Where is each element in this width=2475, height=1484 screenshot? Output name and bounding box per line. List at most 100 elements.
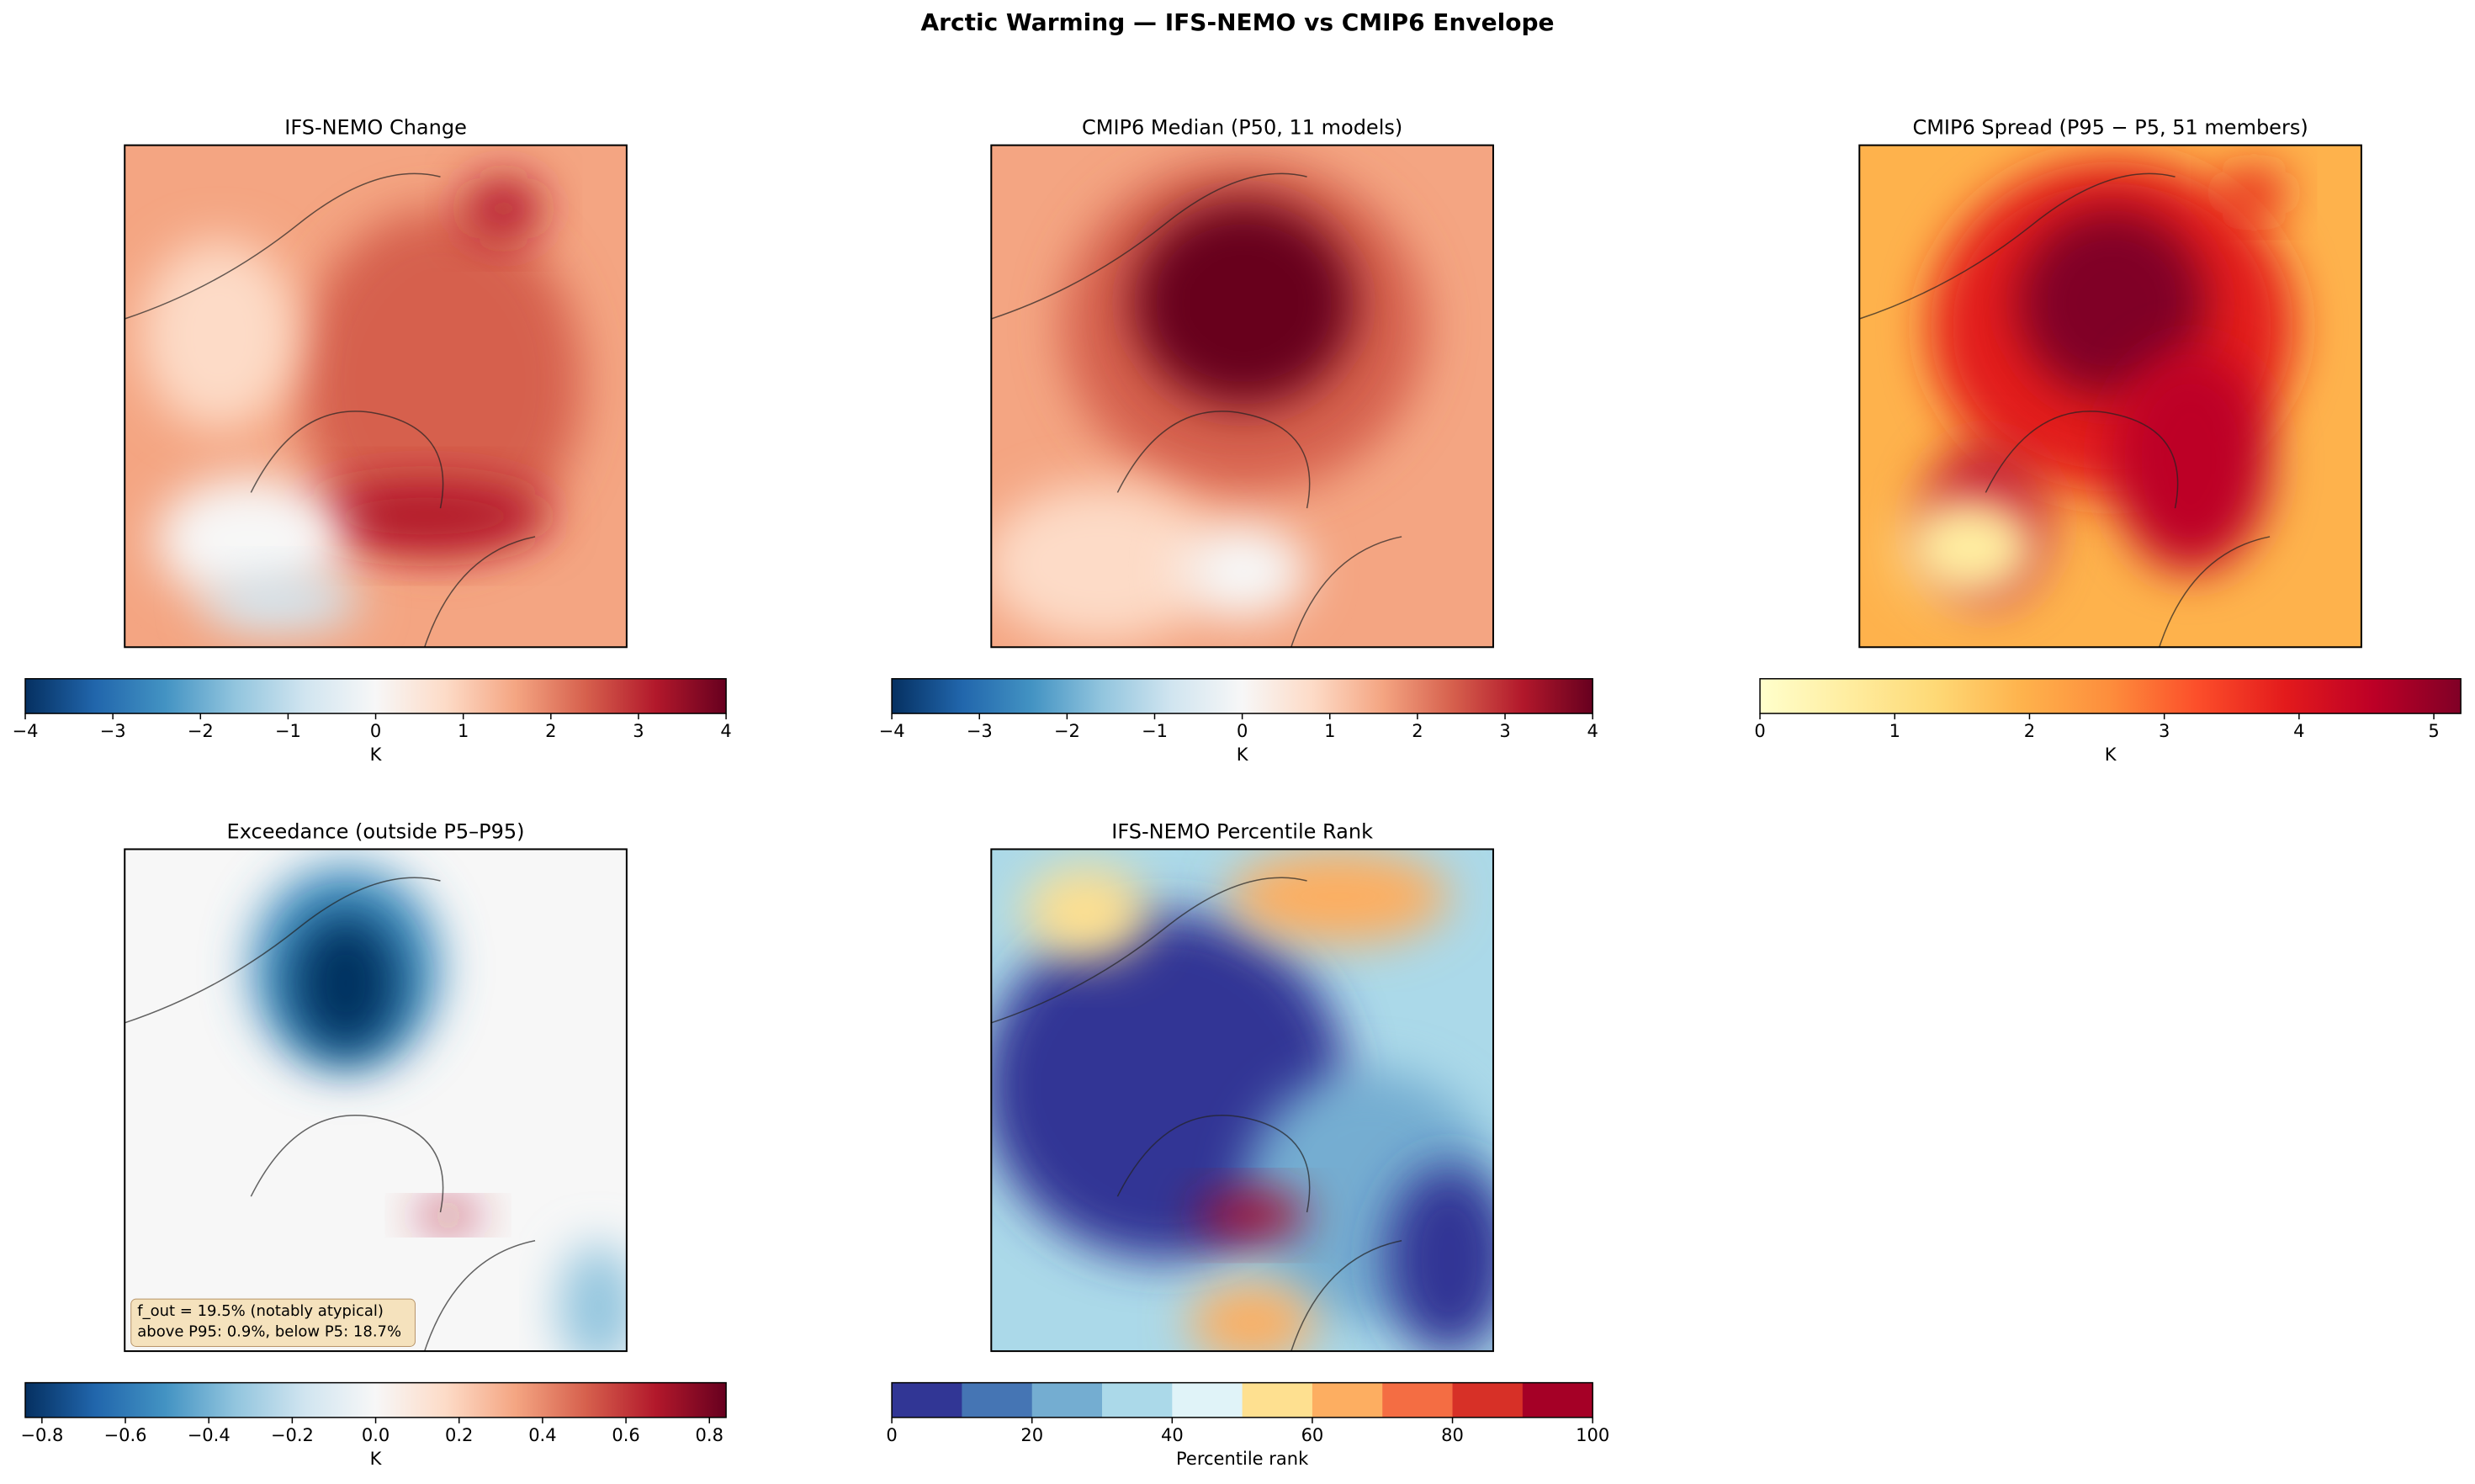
colorbar-tick-label: 0 bbox=[886, 1425, 897, 1445]
colorbar bbox=[25, 1382, 727, 1418]
colorbar bbox=[25, 678, 727, 714]
map-field bbox=[1188, 1283, 1315, 1352]
coastline bbox=[991, 172, 1402, 648]
map-field bbox=[1133, 200, 1354, 406]
figure-title: Arctic Warming — IFS-NEMO vs CMIP6 Envel… bbox=[921, 8, 1555, 36]
map-field bbox=[559, 1243, 627, 1352]
colorbar-frame bbox=[891, 1381, 1593, 1418]
map-field bbox=[464, 177, 543, 241]
colorbar bbox=[892, 678, 1593, 714]
map bbox=[125, 849, 627, 1352]
coastline bbox=[125, 172, 536, 648]
annotation-box bbox=[130, 1298, 416, 1347]
colorbar-bin bbox=[1382, 1382, 1454, 1418]
map-field bbox=[298, 481, 551, 551]
colorbar-tick-label: 0.0 bbox=[362, 1425, 390, 1445]
map-field bbox=[2222, 168, 2286, 217]
colorbar bbox=[1760, 678, 2462, 714]
colorbar-tick-label: 80 bbox=[1441, 1425, 1464, 1445]
colorbar-tick-label: 0.6 bbox=[612, 1425, 639, 1445]
map-frame bbox=[124, 144, 628, 649]
map-field bbox=[140, 240, 299, 430]
colorbar-tick-label: −4 bbox=[879, 721, 905, 741]
colorbar-tick-label: 5 bbox=[2428, 721, 2439, 741]
colorbar-tick-label: −3 bbox=[967, 721, 993, 741]
colorbar-tick-label: 3 bbox=[1499, 721, 1510, 741]
map-field bbox=[156, 476, 346, 603]
colorbar-tick-label: −0.2 bbox=[271, 1425, 314, 1445]
colorbar-tick-label: 0 bbox=[1754, 721, 1765, 741]
colorbar-label: Percentile rank bbox=[1176, 1449, 1309, 1469]
colorbar-bin bbox=[1102, 1382, 1173, 1418]
colorbar-bin bbox=[1242, 1382, 1313, 1418]
map-field bbox=[1386, 1164, 1493, 1352]
colorbar-tick-label: 1 bbox=[1324, 721, 1335, 741]
panel-title: CMIP6 Spread (P95 − P5, 51 members) bbox=[1912, 116, 2308, 140]
colorbar-tick-label: 3 bbox=[2159, 721, 2170, 741]
map-field bbox=[1022, 865, 1149, 960]
colorbar-frame bbox=[1759, 678, 2462, 714]
map-field bbox=[416, 1204, 480, 1227]
colorbar-bin bbox=[1172, 1382, 1243, 1418]
colorbar-tick-label: −3 bbox=[100, 721, 126, 741]
coastline bbox=[991, 877, 1402, 1352]
panel-title: Exceedance (outside P5–P95) bbox=[227, 819, 525, 843]
colorbar-bin bbox=[962, 1382, 1033, 1418]
colorbar-tick-label: 0 bbox=[370, 721, 381, 741]
colorbar-bin bbox=[1312, 1382, 1383, 1418]
map-frame bbox=[990, 848, 1494, 1353]
coastline bbox=[125, 877, 536, 1352]
colorbar-tick-label: 4 bbox=[720, 721, 731, 741]
colorbar-tick-label: −4 bbox=[13, 721, 39, 741]
colorbar-label: K bbox=[370, 1449, 383, 1469]
colorbar-tick-label: 4 bbox=[2293, 721, 2304, 741]
map-field bbox=[1180, 523, 1307, 619]
panel-title: IFS-NEMO Change bbox=[284, 116, 467, 140]
colorbar-tick-label: −2 bbox=[1054, 721, 1080, 741]
panel-title: IFS-NEMO Percentile Rank bbox=[1111, 819, 1373, 843]
colorbar-tick-label: −0.6 bbox=[104, 1425, 147, 1445]
colorbar-tick-label: 3 bbox=[633, 721, 644, 741]
colorbar-tick-label: 40 bbox=[1161, 1425, 1184, 1445]
map-frame bbox=[990, 144, 1494, 649]
colorbar-label: K bbox=[1237, 745, 1249, 765]
colorbar-tick-label: 4 bbox=[1587, 721, 1598, 741]
map bbox=[125, 145, 627, 648]
map-field bbox=[2017, 208, 2207, 398]
colorbar-bin bbox=[892, 1382, 962, 1418]
colorbar-tick-label: 100 bbox=[1576, 1425, 1609, 1445]
colorbar-tick-label: 0.2 bbox=[445, 1425, 473, 1445]
colorbar-tick-label: 20 bbox=[1020, 1425, 1043, 1445]
colorbar-tick-label: −2 bbox=[188, 721, 214, 741]
coastline bbox=[1859, 172, 2271, 648]
colorbar-bin bbox=[1031, 1382, 1103, 1418]
colorbar-tick-label: 2 bbox=[1412, 721, 1423, 741]
colorbar-tick-label: 2 bbox=[2024, 721, 2035, 741]
map-frame bbox=[124, 848, 628, 1353]
colorbar-tick-label: −1 bbox=[275, 721, 301, 741]
colorbar-tick-label: −1 bbox=[1142, 721, 1168, 741]
colorbar-tick-label: 60 bbox=[1301, 1425, 1324, 1445]
map-field bbox=[204, 574, 362, 632]
colorbar-tick-label: 2 bbox=[545, 721, 556, 741]
map-field bbox=[2112, 350, 2271, 572]
map bbox=[991, 849, 1493, 1352]
panel-title: CMIP6 Median (P50, 11 models) bbox=[1082, 116, 1402, 140]
colorbar-bin bbox=[1522, 1382, 1593, 1418]
colorbar-tick-label: 0.8 bbox=[696, 1425, 723, 1445]
annotation: f_out = 19.5% (notably atypical) bbox=[137, 1302, 384, 1320]
map-field bbox=[1227, 849, 1449, 945]
colorbar-label: K bbox=[370, 745, 383, 765]
annotation: above P95: 0.9%, below P5: 18.7% bbox=[137, 1323, 401, 1341]
colorbar-tick-label: 0 bbox=[1237, 721, 1248, 741]
map-field bbox=[1899, 492, 2042, 603]
map-field bbox=[1196, 1191, 1307, 1239]
colorbar-label: K bbox=[2105, 745, 2117, 765]
map-field bbox=[298, 208, 583, 556]
map-field bbox=[290, 912, 401, 1055]
colorbar-tick-label: 1 bbox=[1889, 721, 1900, 741]
colorbar-tick-label: −0.4 bbox=[188, 1425, 231, 1445]
map-field bbox=[991, 485, 1221, 643]
map bbox=[1859, 145, 2361, 648]
